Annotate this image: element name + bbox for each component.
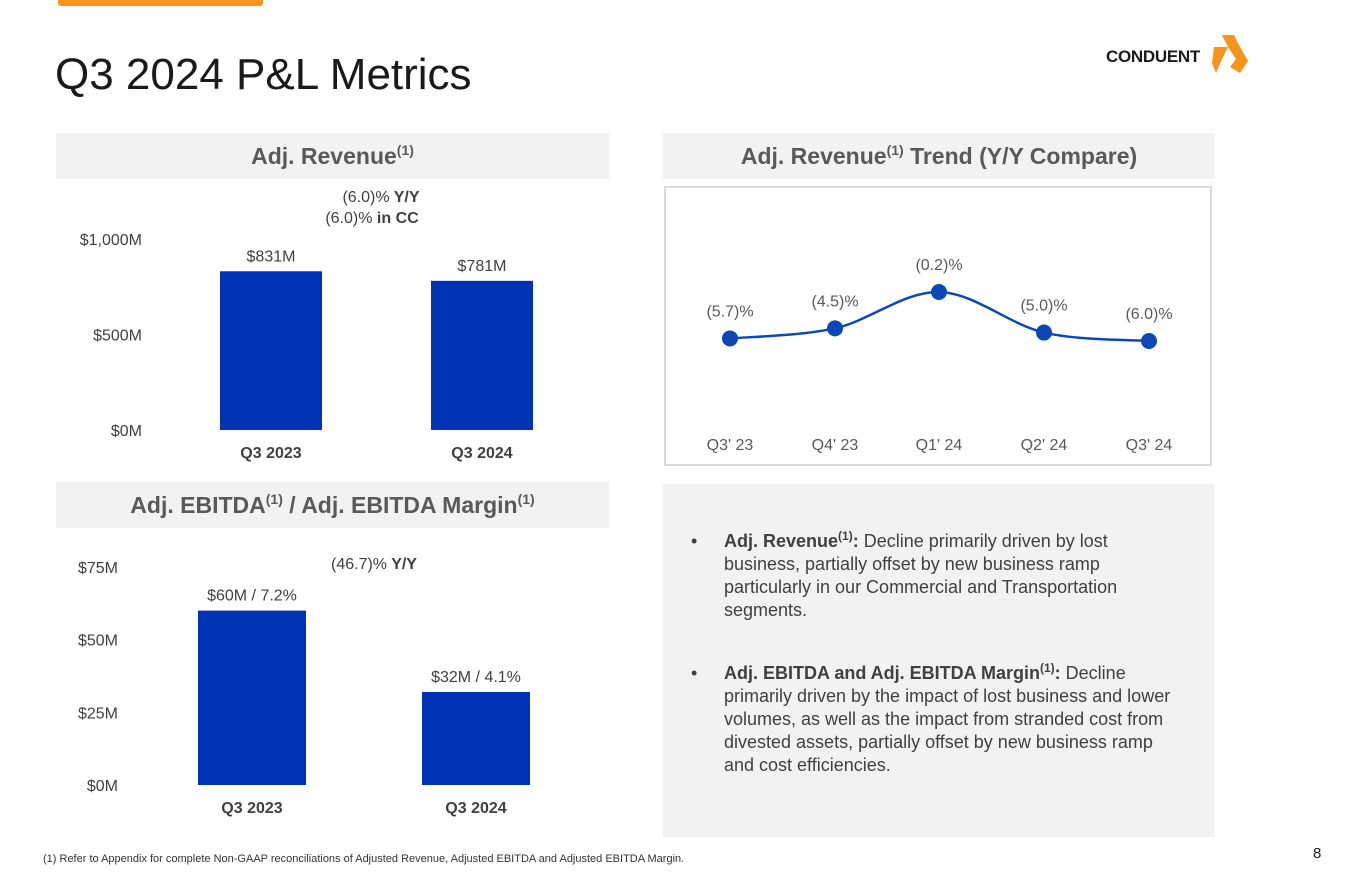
accent-bar: [58, 0, 263, 6]
x-tick-label: Q3' 24: [1126, 437, 1173, 454]
trend-value-label: (0.2)%: [915, 257, 962, 274]
cc-annotation: (6.0)% in CC: [325, 210, 419, 227]
bar: [431, 280, 533, 430]
x-tick-label: Q3 2023: [221, 800, 282, 817]
note-text: Decline primarily driven by the impact o…: [724, 663, 1171, 775]
note-colon: :: [852, 531, 859, 551]
trend-chart-frame: (5.7)% Q3' 23 (4.5)% Q4' 23 (0.2)% Q1' 24 (5.0…: [664, 186, 1212, 466]
bar: [220, 271, 322, 430]
x-tick-label: Q3 2024: [451, 445, 512, 462]
trend-point: [931, 284, 947, 300]
trend-point: [722, 330, 738, 347]
commentary-list: • Adj. Revenue(1): Decline primarily driv…: [691, 530, 1181, 817]
footnote: (1) Refer to Appendix for complete Non-G…: [43, 853, 685, 865]
yoy-annotation: (46.7)% Y/Y: [331, 556, 417, 573]
trend-header-suffix: Trend (Y/Y Compare): [903, 143, 1138, 169]
x-tick-label: Q3 2023: [240, 445, 301, 462]
footnote-mark: (1): [886, 142, 904, 158]
ebitda-header-label: Adj. EBITDA: [130, 492, 266, 518]
trend-point: [1141, 333, 1157, 349]
logo-mark-icon: [1212, 35, 1248, 73]
bullet-icon: •: [691, 531, 698, 551]
note-text: Decline primarily driven by lost busines…: [724, 531, 1118, 620]
trend-value-label: (5.0)%: [1020, 298, 1067, 315]
bar-value-label: $60M / 7.2%: [207, 588, 297, 605]
footnote-mark: (1): [517, 491, 535, 507]
trend-point: [1036, 324, 1052, 341]
trend-panel-header: Adj. Revenue(1) Trend (Y/Y Compare): [663, 133, 1215, 179]
x-tick-label: Q1' 24: [916, 437, 963, 454]
y-tick-label: $0M: [111, 423, 142, 440]
x-tick-label: Q3 2024: [445, 800, 506, 817]
logo-text: CONDUENT: [1106, 47, 1200, 66]
note-heading: Adj. EBITDA and Adj. EBITDA Margin: [724, 663, 1040, 683]
commentary-panel: • Adj. Revenue(1): Decline primarily driv…: [663, 484, 1215, 837]
revenue-panel-header: Adj. Revenue(1): [56, 133, 609, 179]
x-tick-label: Q2' 24: [1021, 437, 1068, 454]
footnote-mark: (1): [838, 529, 853, 543]
ebitda-bar-chart: $0M $25M $50M $75M $60M / 7.2% Q3 2023 $32M / …: [78, 556, 530, 817]
y-tick-label: $50M: [78, 633, 118, 650]
commentary-item-ebitda: • Adj. EBITDA and Adj. EBITDA Margin(1): …: [691, 662, 1181, 777]
trend-value-label: (5.7)%: [706, 303, 753, 320]
revenue-header-label: Adj. Revenue: [251, 143, 397, 169]
x-tick-label: Q4' 23: [812, 437, 859, 454]
bar-value-label: $32M / 4.1%: [431, 669, 521, 686]
y-tick-label: $0M: [87, 778, 118, 795]
revenue-trend-line-chart: (5.7)% Q3' 23 (4.5)% Q4' 23 (0.2)% Q1' 24 (5.0…: [706, 257, 1173, 454]
note-colon: :: [1054, 663, 1061, 683]
page-title: Q3 2024 P&L Metrics: [55, 50, 472, 99]
yoy-annotation: (6.0)% Y/Y: [342, 189, 419, 206]
revenue-bar-chart: $0M $500M $1,000M $831M Q3 2023 $781M Q3 2024 (…: [80, 189, 533, 462]
footnote-mark: (1): [396, 142, 414, 158]
x-tick-label: Q3' 23: [707, 437, 754, 454]
bar: [198, 610, 306, 785]
trend-point: [827, 320, 843, 337]
page-number: 8: [1313, 845, 1322, 862]
y-tick-label: $75M: [78, 560, 118, 577]
bullet-icon: •: [691, 663, 698, 683]
footnote-mark: (1): [1040, 661, 1055, 675]
commentary-item-revenue: • Adj. Revenue(1): Decline primarily driv…: [691, 530, 1181, 622]
bar-value-label: $831M: [247, 248, 296, 265]
ebitda-panel-header: Adj. EBITDA(1) / Adj. EBITDA Margin(1): [56, 482, 609, 528]
footnote-mark: (1): [265, 491, 283, 507]
trend-value-label: (4.5)%: [811, 293, 858, 310]
ebitda-header-suffix: / Adj. EBITDA Margin: [282, 492, 518, 518]
trend-value-label: (6.0)%: [1125, 306, 1172, 323]
bar: [422, 691, 530, 785]
y-tick-label: $500M: [93, 328, 142, 345]
trend-header-label: Adj. Revenue: [740, 143, 887, 169]
conduent-logo: CONDUENT: [1106, 33, 1251, 77]
bar-value-label: $781M: [458, 258, 507, 275]
note-heading: Adj. Revenue: [724, 531, 839, 551]
y-tick-label: $25M: [78, 705, 118, 722]
y-tick-label: $1,000M: [80, 232, 142, 249]
